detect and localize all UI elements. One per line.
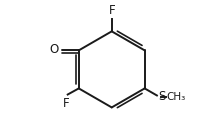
Text: CH₃: CH₃: [166, 91, 186, 102]
Text: O: O: [50, 43, 59, 56]
Text: F: F: [63, 97, 70, 110]
Text: F: F: [108, 4, 115, 17]
Text: S: S: [158, 90, 165, 103]
